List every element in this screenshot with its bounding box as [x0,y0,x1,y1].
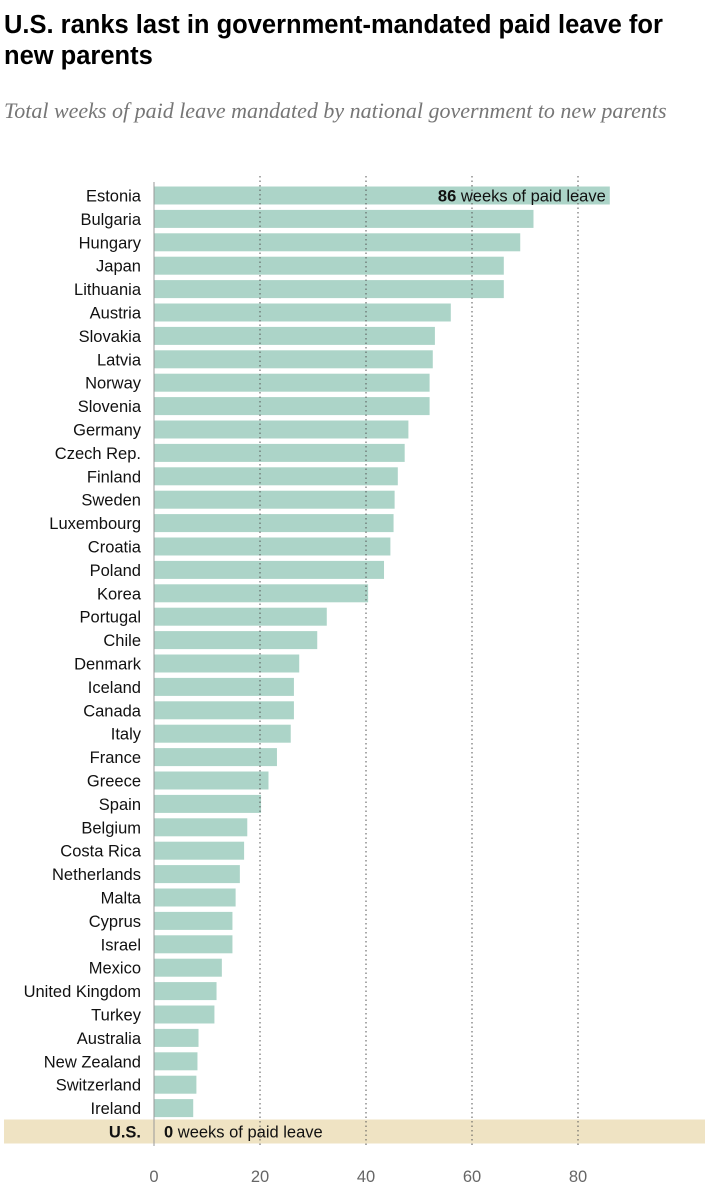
category-label: Korea [97,585,142,603]
bar [154,1075,197,1094]
annotation-value: 0 [164,1124,173,1142]
chart-title: U.S. ranks last in government-mandated p… [4,11,663,70]
us-annotation: 0 weeks of paid leave [164,1124,323,1142]
category-label: Cyprus [89,913,141,931]
bar [154,631,318,650]
category-label: Germany [73,422,142,440]
bar [154,841,245,860]
annotation-text: weeks of paid leave [173,1124,323,1142]
bar [154,888,236,907]
x-tick-label: 80 [569,1168,587,1186]
x-tick-label: 40 [357,1168,375,1186]
bar [154,865,240,884]
bar [154,701,294,720]
category-label: Malta [101,890,142,908]
bar [154,958,222,977]
bar [154,935,233,954]
bar [154,771,269,790]
category-label: Austria [90,305,142,323]
x-tick-label: 60 [463,1168,481,1186]
category-label: Turkey [91,1007,142,1025]
bar [154,1005,215,1024]
category-label: France [90,749,141,767]
bar [154,209,534,228]
bar [154,233,521,252]
bar [154,397,430,416]
category-label: Canada [83,702,142,720]
bar [154,514,394,533]
bar [154,748,277,767]
chart-subtitle: Total weeks of paid leave mandated by na… [4,98,667,123]
category-label: Netherlands [52,866,141,884]
category-label: Spain [99,796,141,814]
bar [154,584,369,603]
bar [154,794,262,813]
bar [154,467,398,486]
category-label: Finland [87,468,141,486]
bar [154,303,451,322]
bar [154,677,294,696]
category-label: Japan [96,258,141,276]
category-label: Czech Rep. [55,445,141,463]
bar [154,256,504,275]
bar [154,982,217,1001]
top-bar-annotation: 86 weeks of paid leave [438,188,606,206]
category-label: Luxembourg [49,515,141,533]
category-label: Norway [85,375,142,393]
bar [154,607,327,626]
bar [154,911,233,930]
bar [154,818,248,837]
category-label: Slovakia [79,328,142,346]
category-label: Latvia [97,351,142,369]
category-label: Poland [90,562,141,580]
bar [154,350,433,369]
category-label: Slovenia [78,398,142,416]
category-label: Italy [111,726,142,744]
category-label: United Kingdom [24,983,141,1001]
annotation-text: weeks of paid leave [456,188,606,206]
category-label: Greece [87,773,141,791]
category-label: Israel [101,936,141,954]
bar [154,560,385,579]
bar [154,420,409,439]
bar [154,186,610,205]
category-label: Portugal [80,609,141,627]
bar [154,724,291,743]
category-label: Mexico [89,960,141,978]
category-label: Sweden [81,492,141,510]
bar [154,443,405,462]
category-label: Switzerland [56,1077,141,1095]
category-label: Hungary [79,234,142,252]
highlight-band [4,1119,705,1144]
category-label: U.S. [109,1124,141,1142]
bar [154,654,300,673]
annotation-value: 86 [438,188,456,206]
category-label: Croatia [88,539,142,557]
category-label: Chile [103,632,141,650]
x-tick-label: 0 [149,1168,158,1186]
bar [154,280,504,299]
bar [154,490,395,509]
category-label: Denmark [74,656,142,674]
x-tick-label: 20 [251,1168,269,1186]
category-label: New Zealand [44,1053,141,1071]
category-label: Iceland [88,679,141,697]
bar [154,1052,198,1071]
category-label: Belgium [81,819,141,837]
bar [154,326,435,345]
bar [154,1028,199,1047]
bar [154,1099,194,1118]
bar [154,537,391,556]
category-label: Lithuania [74,281,142,299]
category-label: Ireland [91,1100,141,1118]
category-label: Costa Rica [60,843,142,861]
bar [154,373,430,392]
category-label: Australia [77,1030,142,1048]
category-label: Estonia [86,188,142,206]
category-label: Bulgaria [80,211,141,229]
